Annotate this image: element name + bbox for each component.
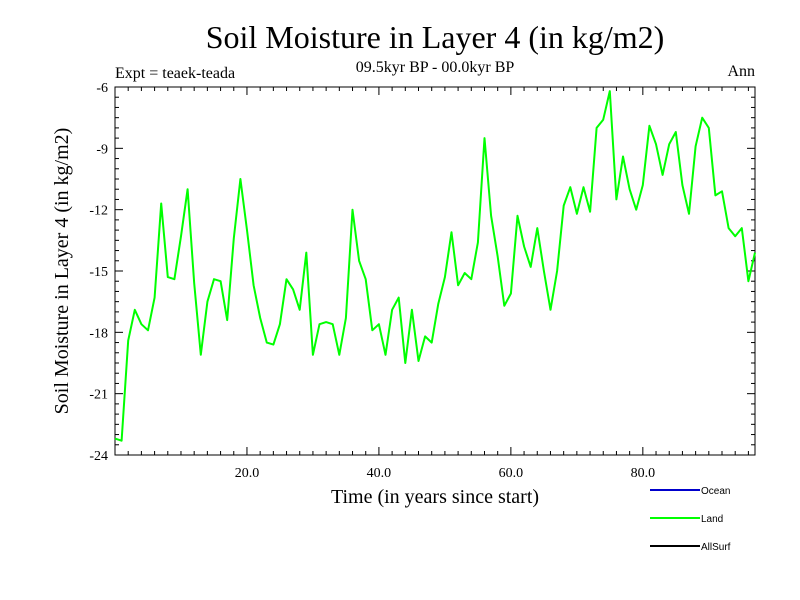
legend: Ocean Land AllSurf: [650, 486, 731, 553]
x-tick-label: 60.0: [499, 466, 524, 481]
period-label: 09.5kyr BP - 00.0kyr BP: [356, 59, 515, 76]
y-tick-label: -18: [89, 326, 108, 341]
y-tick-label: -12: [89, 204, 108, 219]
legend-label: Ocean: [701, 486, 730, 497]
x-tick-label: 20.0: [235, 466, 260, 481]
experiment-label: Expt = teaek-teada: [115, 65, 235, 82]
legend-label: AllSurf: [701, 542, 731, 553]
chart-title: Soil Moisture in Layer 4 (in kg/m2): [206, 19, 665, 55]
y-tick-label: -6: [96, 81, 108, 96]
series-line-land: [114, 90, 756, 442]
x-axis-label: Time (in years since start): [331, 486, 539, 508]
y-tick-label: -9: [96, 142, 108, 157]
axis-ticks: -24 -21 -18 -15 -12 -9 -6 20.0 40.0 60.0 80.0: [89, 81, 755, 481]
x-tick-label: 80.0: [631, 466, 656, 481]
season-label: Ann: [727, 63, 755, 80]
y-tick-label: -24: [89, 449, 108, 464]
y-axis-label: Soil Moisture in Layer 4 (in kg/m2): [51, 128, 73, 415]
x-tick-label: 40.0: [367, 466, 392, 481]
series-layer: [114, 90, 756, 442]
legend-label: Land: [701, 514, 723, 525]
y-tick-label: -15: [89, 265, 108, 280]
y-tick-label: -21: [89, 388, 108, 403]
